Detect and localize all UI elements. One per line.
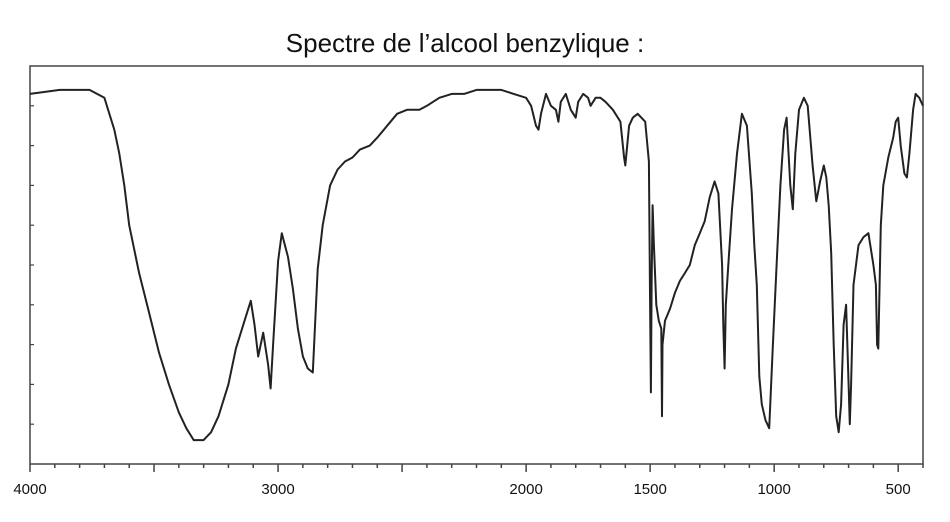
x-axis-ticks [29,464,924,472]
series-layer [29,88,924,442]
chart-title: Spectre de l’alcool benzylique : [286,28,644,58]
spectrum-line [29,88,924,442]
x-tick-label: 2000 [509,481,542,498]
x-tick-label: 3000 [261,481,294,498]
x-tick-label: 1000 [757,481,790,498]
x-tick-label: 1500 [633,481,666,498]
x-axis-tick-labels: 4000 3000 2000 1500 1000 500 [13,481,910,498]
y-axis-ticks [30,105,34,425]
plot-frame [29,65,924,465]
x-tick-label: 4000 [13,481,46,498]
x-tick-label: 500 [886,481,911,498]
